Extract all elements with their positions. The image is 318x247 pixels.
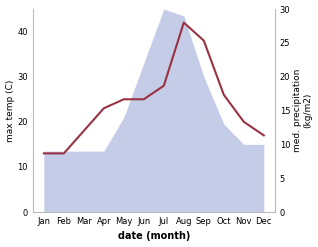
Y-axis label: med. precipitation
(kg/m2): med. precipitation (kg/m2) xyxy=(293,69,313,152)
X-axis label: date (month): date (month) xyxy=(118,231,190,242)
Y-axis label: max temp (C): max temp (C) xyxy=(5,79,15,142)
